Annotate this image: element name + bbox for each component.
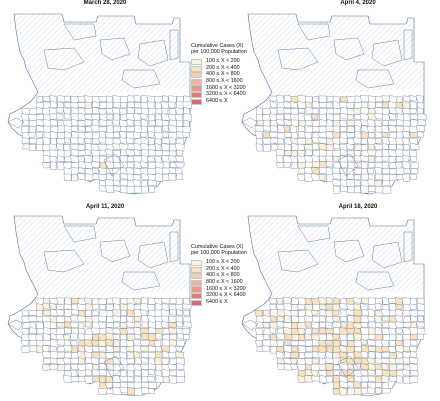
panel-title-2: April 4, 2020	[340, 0, 376, 6]
legend-title-line2: per 100,000 Population	[191, 48, 247, 55]
legend-swatch	[191, 286, 202, 293]
legend-swatch	[191, 65, 202, 72]
legend-label: 6400 ≤ X	[206, 97, 228, 104]
legend-item: 100 ≤ X < 200	[191, 259, 247, 267]
legend-item: 6400 ≤ X	[191, 98, 247, 105]
county-map-4	[241, 215, 426, 397]
legend-items: 100 ≤ X < 200 200 ≤ X < 400 400 ≤ X < 800 8…	[191, 259, 247, 306]
legend-item: 200 ≤ X < 400	[191, 65, 247, 72]
legend-swatch	[191, 293, 202, 300]
legend-label: 100 ≤ X < 200	[206, 259, 240, 266]
legend-item: 3200 ≤ X < 6400	[191, 292, 247, 300]
legend-item: 1600 ≤ X < 3200	[191, 286, 247, 293]
legend-swatch	[191, 98, 202, 105]
legend-item: 800 ≤ X < 1600	[191, 77, 247, 86]
legend-swatch	[191, 266, 202, 273]
legend-1: Cumulative Cases (X) per 100,000 Populat…	[191, 43, 247, 105]
legend-label: 6400 ≤ X	[206, 298, 228, 305]
legend-label: 400 ≤ X < 800	[206, 272, 240, 279]
legend-swatch	[191, 92, 202, 99]
legend-swatch	[191, 279, 202, 287]
legend-label: 400 ≤ X < 800	[206, 71, 240, 78]
legend-item: 3200 ≤ X < 6400	[191, 91, 247, 99]
legend-item: 200 ≤ X < 400	[191, 266, 247, 273]
legend-swatch	[191, 299, 202, 306]
legend-label: 1600 ≤ X < 3200	[206, 285, 246, 292]
legend-swatch	[191, 72, 202, 79]
legend-label: 200 ≤ X < 400	[206, 265, 240, 272]
legend-label: 1600 ≤ X < 3200	[206, 84, 246, 91]
panel-title-3: April 11, 2020	[85, 204, 125, 210]
legend-item: 6400 ≤ X	[191, 299, 247, 306]
legend-item: 400 ≤ X < 800	[191, 272, 247, 280]
legend-label: 100 ≤ X < 200	[206, 58, 240, 65]
legend-swatch	[191, 273, 202, 280]
legend-item: 1600 ≤ X < 3200	[191, 85, 247, 92]
legend-swatch	[191, 59, 202, 66]
legend-label: 800 ≤ X < 1600	[206, 278, 243, 285]
county-map-1	[7, 13, 193, 195]
panel-title-1: March 28, 2020	[83, 0, 127, 6]
panel-title-4: April 18, 2020	[338, 204, 378, 210]
legend-2: Cumulative Cases (X) per 100,000 Populat…	[191, 244, 247, 306]
legend-swatch	[191, 78, 202, 86]
county-map-3	[7, 215, 192, 397]
legend-swatch	[191, 260, 202, 267]
legend-swatch	[191, 85, 202, 92]
legend-label: 800 ≤ X < 1600	[206, 77, 243, 84]
legend-item: 800 ≤ X < 1600	[191, 278, 247, 287]
legend-label: 200 ≤ X < 400	[206, 64, 240, 71]
legend-title-line2: per 100,000 Population	[191, 249, 247, 256]
legend-items: 100 ≤ X < 200 200 ≤ X < 400 400 ≤ X < 800 8…	[191, 58, 247, 105]
legend-item: 400 ≤ X < 800	[191, 71, 247, 79]
legend-label: 3200 ≤ X < 6400	[206, 292, 246, 299]
legend-title-line1: Cumulative Cases (X)	[191, 244, 244, 250]
county-map-2	[241, 13, 427, 195]
legend-title-line1: Cumulative Cases (X)	[191, 43, 244, 49]
legend-label: 3200 ≤ X < 6400	[206, 91, 246, 98]
legend-item: 100 ≤ X < 200	[191, 58, 247, 66]
